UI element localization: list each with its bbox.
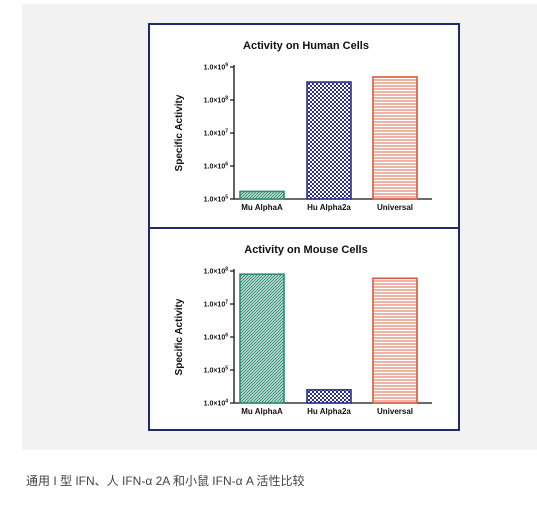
bar-mu-alpha-a xyxy=(239,273,285,404)
figure-divider xyxy=(150,227,458,229)
y-tick-label: 1.0×109 xyxy=(204,63,229,72)
y-tick-label: 1.0×107 xyxy=(204,129,229,138)
x-tick-label: Hu Alpha2a xyxy=(307,203,351,212)
y-tick-label: 1.0×106 xyxy=(204,162,229,171)
bar-hu-alpha-2a xyxy=(306,389,352,404)
chart-title: Activity on Mouse Cells xyxy=(244,244,367,256)
y-tick-label: 1.0×108 xyxy=(204,267,229,276)
y-tick-label: 1.0×105 xyxy=(204,195,229,204)
chart-title: Activity on Human Cells xyxy=(243,40,369,52)
mouse-cells-chart: Activity on Mouse Cells Specific Activity… xyxy=(174,244,432,416)
figure-frame: Activity on Human Cells Specific Activity… xyxy=(148,23,460,431)
x-tick-label: Universal xyxy=(377,203,413,212)
y-axis-label: Specific Activity xyxy=(174,298,185,375)
figure-caption: 通用 I 型 IFN、人 IFN-α 2A 和小鼠 IFN-α A 活性比较 xyxy=(26,474,305,488)
y-axis-label: Specific Activity xyxy=(174,94,185,171)
bar-universal xyxy=(372,76,418,200)
bar-hu-alpha-2a xyxy=(306,81,352,200)
bar-universal xyxy=(372,277,418,404)
x-tick-label: Hu Alpha2a xyxy=(307,407,351,416)
y-tick-label: 1.0×105 xyxy=(204,366,229,375)
bar-mu-alpha-a xyxy=(239,190,285,200)
x-tick-label: Universal xyxy=(377,407,413,416)
y-tick-label: 1.0×104 xyxy=(204,399,229,408)
y-tick-label: 1.0×108 xyxy=(204,96,229,105)
y-tick-label: 1.0×106 xyxy=(204,333,229,342)
x-tick-label: Mu AlphaA xyxy=(241,203,283,212)
human-cells-chart: Activity on Human Cells Specific Activity… xyxy=(174,40,432,212)
x-tick-label: Mu AlphaA xyxy=(241,407,283,416)
y-tick-label: 1.0×107 xyxy=(204,300,229,309)
